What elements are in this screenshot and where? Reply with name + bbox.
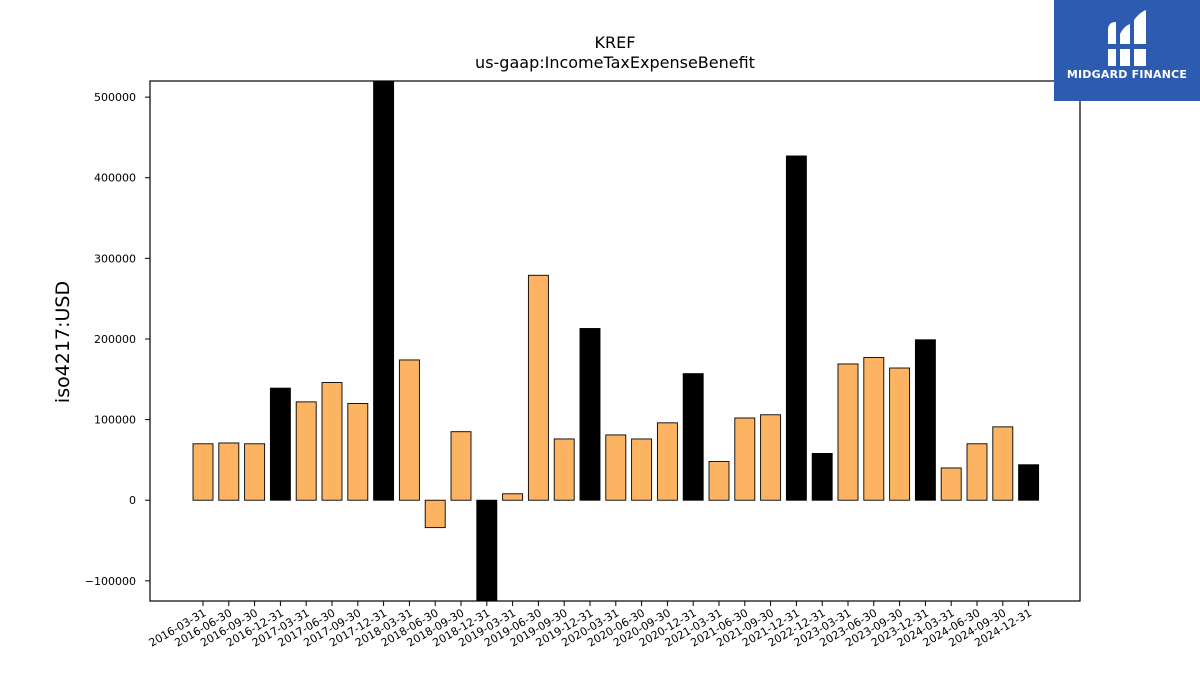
bar-2022-12-31	[811, 453, 833, 501]
bar-2020-12-31	[682, 373, 704, 501]
bar-2024-09-30	[992, 426, 1014, 501]
bar-2021-12-31	[785, 155, 807, 501]
y-tick-label: 100000	[94, 414, 136, 427]
bar-2019-06-30	[527, 274, 549, 501]
bar-2023-06-30	[863, 357, 885, 501]
y-tick-label: 500000	[94, 91, 136, 104]
bar-2021-03-31	[708, 461, 730, 501]
y-tick-label: 400000	[94, 172, 136, 185]
bar-2023-03-31	[837, 363, 859, 501]
bar-2019-09-30	[553, 438, 575, 501]
x-axis: 2016-03-312016-06-302016-09-302016-12-31…	[147, 601, 1034, 650]
logo-text: MIDGARD FINANCE	[1066, 68, 1188, 81]
bar-2021-09-30	[760, 414, 782, 501]
bar-2023-12-31	[914, 339, 936, 501]
bar-2019-12-31	[579, 328, 601, 501]
bar-2024-06-30	[966, 443, 988, 501]
midgard-finance-logo: MIDGARD FINANCE	[1054, 0, 1200, 101]
logo-mark-icon	[1106, 10, 1148, 66]
plot-frame	[149, 80, 1081, 602]
y-tick-label: 200000	[94, 333, 136, 346]
bar-2016-09-30	[244, 443, 266, 501]
bar-2018-03-31	[398, 359, 420, 501]
chart-subtitle: us-gaap:IncomeTaxExpenseBenefit	[475, 53, 755, 72]
y-tick-label: 0	[129, 494, 136, 507]
bar-2021-06-30	[734, 417, 756, 501]
bar-2023-09-30	[889, 367, 911, 501]
bar-2016-06-30	[218, 442, 240, 501]
chart-title: KREF	[595, 33, 636, 52]
bar-2017-03-31	[295, 401, 317, 501]
bar-2016-03-31	[192, 443, 214, 501]
y-axis-label: iso4217:USD	[52, 281, 74, 403]
bar-2018-12-31	[476, 499, 498, 602]
bar-2020-09-30	[656, 422, 678, 501]
bar-2018-09-30	[450, 431, 472, 501]
bars-group	[192, 80, 1040, 602]
bar-2018-06-30	[424, 499, 446, 529]
y-tick-label: 300000	[94, 252, 136, 265]
bar-2016-12-31	[269, 387, 291, 501]
bar-2024-12-31	[1018, 464, 1040, 501]
bar-2019-03-31	[502, 493, 524, 501]
bar-2017-06-30	[321, 382, 343, 501]
bar-2020-06-30	[631, 438, 653, 501]
y-axis: −100000 0 100000 200000 300000 400000 500000	[85, 91, 150, 588]
bar-2020-03-31	[605, 434, 627, 501]
bar-2024-03-31	[940, 467, 962, 501]
bar-2017-09-30	[347, 403, 369, 501]
y-tick-label: −100000	[85, 575, 136, 588]
bar-2017-12-31	[373, 80, 395, 501]
